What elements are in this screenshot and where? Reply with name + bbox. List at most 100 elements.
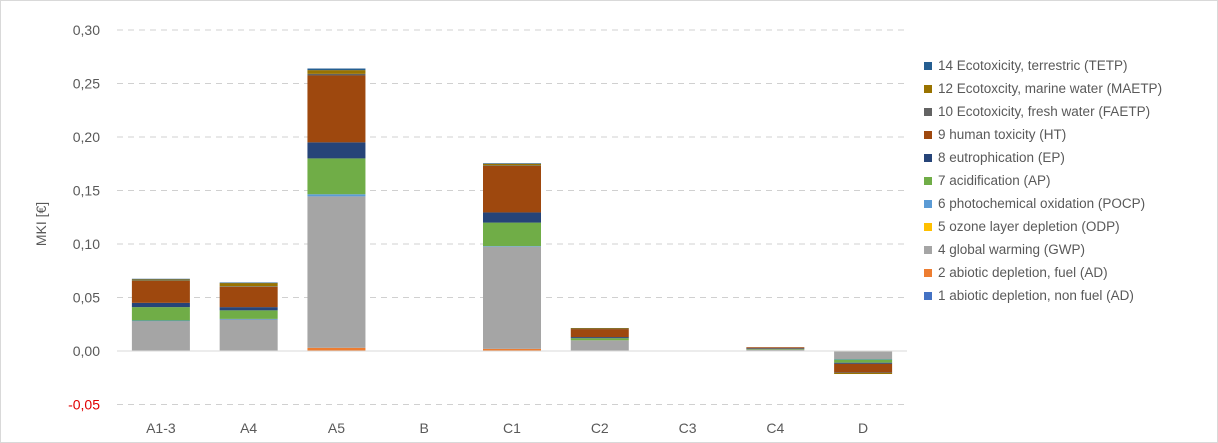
bar-segment bbox=[483, 348, 541, 351]
x-axis-ticks: A1-3 A4 A5 B C1 C2 C3 C4 D bbox=[146, 420, 868, 436]
legend-swatch bbox=[924, 153, 932, 162]
bar-segment bbox=[483, 163, 541, 164]
bar-segment bbox=[307, 68, 366, 71]
legend-item: 2 abiotic depletion, fuel (AD) bbox=[924, 261, 1214, 284]
legend-label: 1 abiotic depletion, non fuel (AD) bbox=[938, 288, 1134, 303]
y-tick-label: 0,05 bbox=[73, 290, 100, 306]
bar-segment bbox=[307, 75, 366, 143]
legend-label: 9 human toxicity (HT) bbox=[938, 127, 1067, 142]
x-tick-label: A4 bbox=[240, 420, 257, 436]
bar-segment bbox=[219, 318, 278, 320]
legend-item: 7 acidification (AP) bbox=[924, 169, 1214, 192]
bar-segment bbox=[219, 310, 278, 319]
bar-segment bbox=[746, 348, 805, 349]
bar-segment bbox=[834, 372, 893, 375]
bar-segment bbox=[219, 307, 278, 311]
legend-label: 10 Ecotoxicity, fresh water (FAETP) bbox=[938, 104, 1151, 119]
bar-segment bbox=[570, 328, 629, 330]
legend-label: 12 Ecotoxcity, marine water (MAETP) bbox=[938, 81, 1163, 96]
bar-segment bbox=[131, 280, 190, 303]
bar-segment bbox=[834, 359, 893, 363]
legend-item: 8 eutrophication (EP) bbox=[924, 146, 1214, 169]
y-tick-label: 0,15 bbox=[73, 183, 100, 199]
bar-segment bbox=[746, 348, 805, 350]
bar-segment bbox=[483, 165, 541, 213]
legend-label: 5 ozone layer depletion (ODP) bbox=[938, 219, 1120, 234]
bar-segment bbox=[219, 283, 278, 287]
bar-segment bbox=[307, 142, 366, 159]
y-tick-label: 0,10 bbox=[73, 236, 100, 252]
legend-swatch bbox=[924, 245, 932, 254]
bar-segment bbox=[219, 286, 278, 308]
legend-item: 1 abiotic depletion, non fuel (AD) bbox=[924, 284, 1214, 307]
bar-segment bbox=[131, 307, 190, 321]
bar-segment bbox=[219, 286, 278, 287]
y-tick-label: 0,25 bbox=[73, 76, 100, 92]
x-tick-label: C3 bbox=[679, 420, 697, 436]
bar-segment bbox=[219, 319, 278, 351]
legend-swatch bbox=[924, 291, 932, 300]
bars bbox=[131, 68, 893, 375]
bar-segment bbox=[307, 70, 366, 74]
x-tick-label: B bbox=[420, 420, 429, 436]
bar-segment bbox=[131, 302, 190, 308]
bar-segment bbox=[307, 73, 366, 76]
y-axis-label: MKI [€] bbox=[33, 202, 49, 246]
legend-label: 4 global warming (GWP) bbox=[938, 242, 1086, 257]
legend-item: 6 photochemical oxidation (POCP) bbox=[924, 192, 1214, 215]
x-tick-label: C4 bbox=[766, 420, 784, 436]
legend-item: 10 Ecotoxicity, fresh water (FAETP) bbox=[924, 100, 1214, 123]
bar-segment bbox=[834, 359, 893, 360]
legend-item: 12 Ecotoxcity, marine water (MAETP) bbox=[924, 77, 1214, 100]
chart-legend: 14 Ecotoxicity, terrestric (TETP) 12 Ecot… bbox=[924, 54, 1214, 307]
bar-segment bbox=[834, 362, 893, 364]
bar-segment bbox=[570, 337, 629, 339]
x-tick-label: C1 bbox=[503, 420, 521, 436]
legend-label: 2 abiotic depletion, fuel (AD) bbox=[938, 265, 1108, 280]
bar-segment bbox=[307, 347, 366, 351]
bar-segment bbox=[307, 196, 366, 348]
y-tick-label: -0,05 bbox=[68, 397, 100, 413]
legend-swatch bbox=[924, 61, 932, 70]
x-tick-label: D bbox=[858, 420, 868, 436]
x-tick-label: A1-3 bbox=[146, 420, 176, 436]
bar-segment bbox=[483, 163, 541, 166]
legend-label: 14 Ecotoxicity, terrestric (TETP) bbox=[938, 58, 1128, 73]
bar-segment bbox=[570, 329, 629, 338]
bar-segment bbox=[219, 282, 278, 284]
bar-segment bbox=[746, 349, 805, 351]
bar-segment bbox=[746, 347, 805, 349]
bar-segment bbox=[570, 340, 629, 351]
legend-label: 6 photochemical oxidation (POCP) bbox=[938, 196, 1146, 211]
legend-swatch bbox=[924, 107, 932, 116]
y-tick-label: 0,00 bbox=[73, 343, 100, 359]
y-tick-label: 0,30 bbox=[73, 22, 100, 38]
y-tick-label: 0,20 bbox=[73, 129, 100, 145]
legend-item: 14 Ecotoxicity, terrestric (TETP) bbox=[924, 54, 1214, 77]
bar-segment bbox=[483, 246, 541, 349]
bar-segment bbox=[483, 165, 541, 166]
bar-segment bbox=[131, 280, 190, 281]
y-axis-ticks: -0,05 0,00 0,05 0,10 0,15 0,20 0,25 0,30 bbox=[68, 22, 100, 413]
legend-item: 5 ozone layer depletion (ODP) bbox=[924, 215, 1214, 238]
bar-segment bbox=[483, 222, 541, 247]
legend-swatch bbox=[924, 268, 932, 277]
x-tick-label: C2 bbox=[591, 420, 609, 436]
bar-segment bbox=[131, 278, 190, 280]
bar-segment bbox=[131, 320, 190, 322]
bar-segment bbox=[570, 338, 629, 341]
bar-segment bbox=[834, 363, 893, 373]
legend-label: 8 eutrophication (EP) bbox=[938, 150, 1065, 165]
bar-segment bbox=[483, 246, 541, 247]
legend-swatch bbox=[924, 222, 932, 231]
legend-swatch bbox=[924, 130, 932, 139]
legend-swatch bbox=[924, 84, 932, 93]
legend-item: 9 human toxicity (HT) bbox=[924, 123, 1214, 146]
legend-swatch bbox=[924, 176, 932, 185]
bar-segment bbox=[307, 194, 366, 197]
legend-label: 7 acidification (AP) bbox=[938, 173, 1051, 188]
bar-segment bbox=[834, 351, 893, 360]
bar-segment bbox=[483, 212, 541, 223]
